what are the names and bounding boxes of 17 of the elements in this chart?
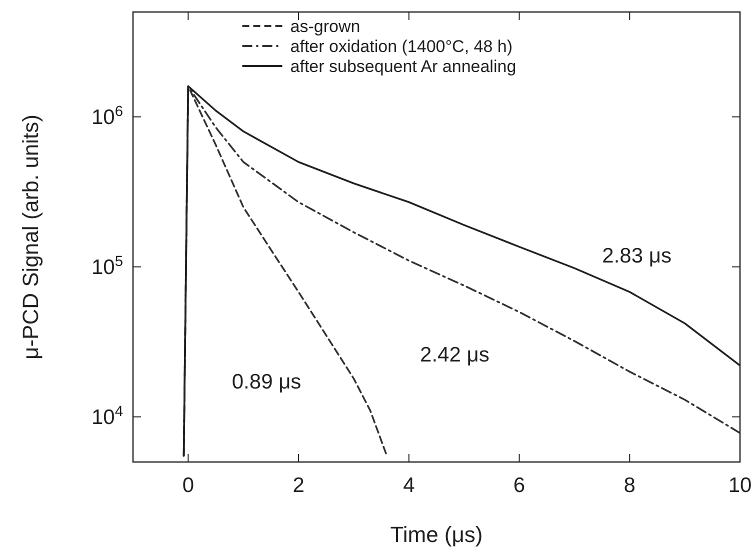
annotation: 2.42 μs <box>420 343 490 366</box>
x-tick-label: 8 <box>624 474 636 497</box>
y-axis-title: μ-PCD Signal (arb. units) <box>18 114 43 360</box>
annotation: 2.83 μs <box>602 244 672 268</box>
x-tick-label: 6 <box>513 474 526 497</box>
legend-label: after oxidation (1400°C, 48 h) <box>290 36 513 56</box>
legend-label: after subsequent Ar annealing <box>290 56 516 76</box>
x-axis-title: Time (μs) <box>390 522 483 547</box>
annotation: 0.89 μs <box>232 370 302 394</box>
y-tick-label: 10$^{5}$ <box>91 254 123 280</box>
x-tick-label: 4 <box>403 474 416 497</box>
x-tick-label: 2 <box>292 474 304 497</box>
y-tick-label: 10$^{6}$ <box>91 104 123 130</box>
y-tick-label: 10$^{4}$ <box>91 404 123 430</box>
x-tick-label: 10 <box>728 474 752 497</box>
x-tick-label: 0 <box>182 474 194 497</box>
legend-label: as-grown <box>290 16 360 36</box>
